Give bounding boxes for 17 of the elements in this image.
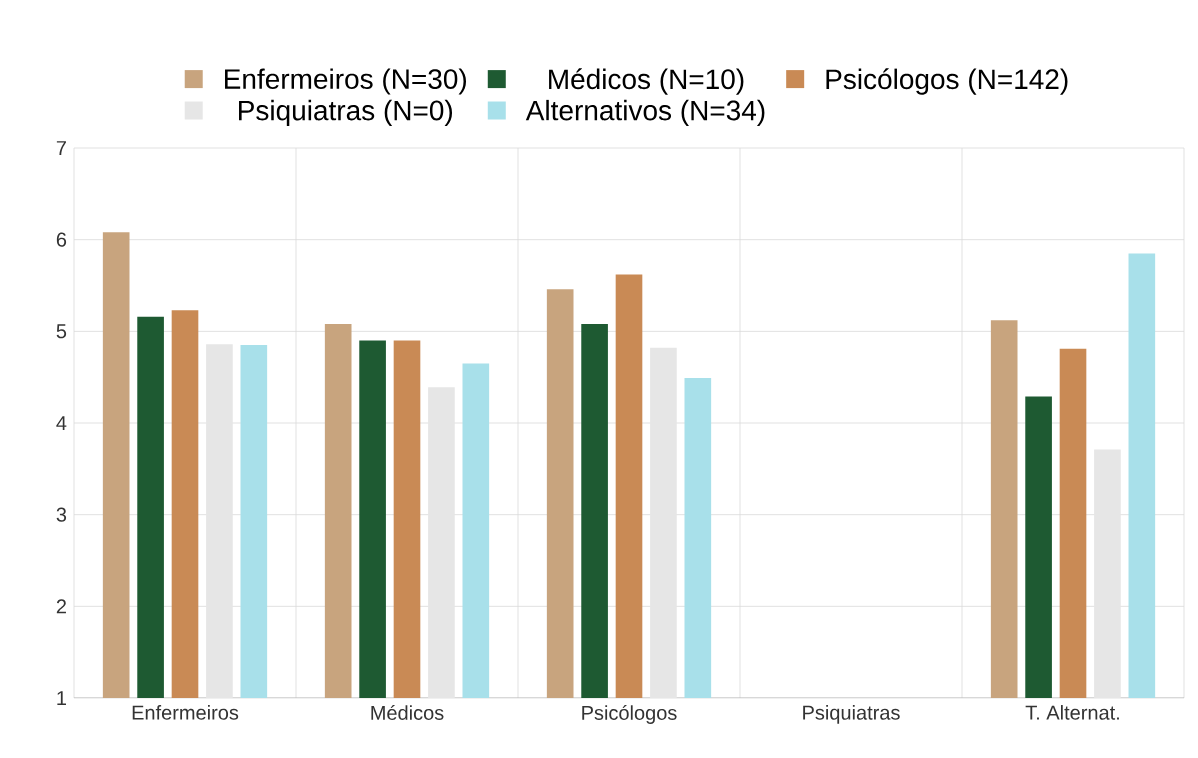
x-tick-label: Psiquiatras	[803, 705, 900, 724]
legend-label: Alternativos (N=34)	[525, 99, 765, 126]
y-tick-label: 2	[56, 599, 66, 614]
x-tick-label: Médicos	[371, 705, 444, 720]
x-tick-label: Enfermeiros	[132, 705, 239, 720]
y-tick-label: 1	[57, 691, 66, 705]
legend-label: Psiquiatras (N=0)	[239, 99, 453, 126]
y-tick-label: 4	[56, 416, 67, 430]
legend-label: Psicólogos (N=142)	[826, 68, 1068, 95]
legend-label: Médicos (N=10)	[549, 68, 744, 95]
y-tick-label: 7	[56, 141, 66, 155]
legend-label: Enfermeiros (N=30)	[225, 68, 467, 95]
x-tick-label: Psicólogos	[582, 705, 677, 724]
y-tick-label: 5	[56, 324, 67, 339]
y-tick-label: 6	[56, 232, 67, 247]
x-tick-label: T. Alternat.	[1025, 705, 1119, 720]
y-tick-label: 3	[56, 507, 67, 522]
